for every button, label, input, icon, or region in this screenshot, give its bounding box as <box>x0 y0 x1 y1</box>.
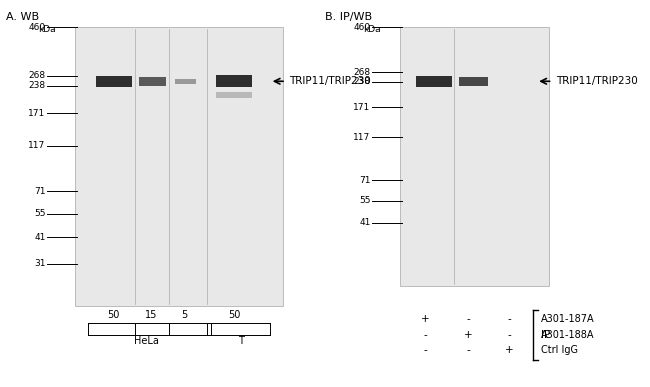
Text: -: - <box>424 330 428 340</box>
Text: A. WB: A. WB <box>6 12 40 22</box>
Text: TRIP11/TRIP230: TRIP11/TRIP230 <box>556 76 638 86</box>
Text: 268: 268 <box>29 71 46 80</box>
Text: 41: 41 <box>34 233 46 242</box>
Text: 50: 50 <box>227 310 240 320</box>
Text: -: - <box>507 314 511 324</box>
Text: 238: 238 <box>354 77 370 86</box>
Bar <box>459 77 488 86</box>
Bar <box>216 92 252 98</box>
Text: -: - <box>466 345 470 355</box>
Text: HeLa: HeLa <box>134 336 159 346</box>
Text: -: - <box>507 330 511 340</box>
Bar <box>174 79 196 84</box>
Text: 55: 55 <box>359 196 370 205</box>
Text: 117: 117 <box>353 133 370 142</box>
Text: +: + <box>463 330 473 340</box>
Text: +: + <box>421 314 430 324</box>
Text: 171: 171 <box>353 103 370 112</box>
Text: 268: 268 <box>354 68 370 77</box>
Text: +: + <box>504 345 514 355</box>
Text: IP: IP <box>541 330 550 340</box>
Text: A301-188A: A301-188A <box>541 330 594 340</box>
Text: A301-187A: A301-187A <box>541 314 594 324</box>
Text: 460: 460 <box>29 22 46 32</box>
Text: 5: 5 <box>181 310 187 320</box>
Text: kDa: kDa <box>38 25 55 34</box>
Bar <box>417 76 452 87</box>
Text: 41: 41 <box>359 218 370 227</box>
Bar <box>400 27 549 286</box>
Text: T: T <box>237 336 244 346</box>
Text: -: - <box>424 345 428 355</box>
Bar <box>216 75 252 87</box>
Text: 50: 50 <box>107 310 120 320</box>
Text: TRIP11/TRIP230: TRIP11/TRIP230 <box>289 76 371 86</box>
Text: 460: 460 <box>354 22 370 32</box>
Text: 55: 55 <box>34 209 46 218</box>
Bar <box>75 27 283 306</box>
Text: 71: 71 <box>34 187 46 196</box>
Text: kDa: kDa <box>363 25 380 34</box>
Text: 31: 31 <box>34 259 46 269</box>
Bar <box>139 77 166 86</box>
Text: 238: 238 <box>29 81 46 90</box>
Text: 117: 117 <box>28 141 46 150</box>
Text: -: - <box>466 314 470 324</box>
Bar <box>96 76 131 87</box>
Text: Ctrl IgG: Ctrl IgG <box>541 345 578 355</box>
Text: B. IP/WB: B. IP/WB <box>325 12 372 22</box>
Text: 171: 171 <box>28 109 46 118</box>
Text: 15: 15 <box>145 310 158 320</box>
Text: 71: 71 <box>359 176 370 185</box>
